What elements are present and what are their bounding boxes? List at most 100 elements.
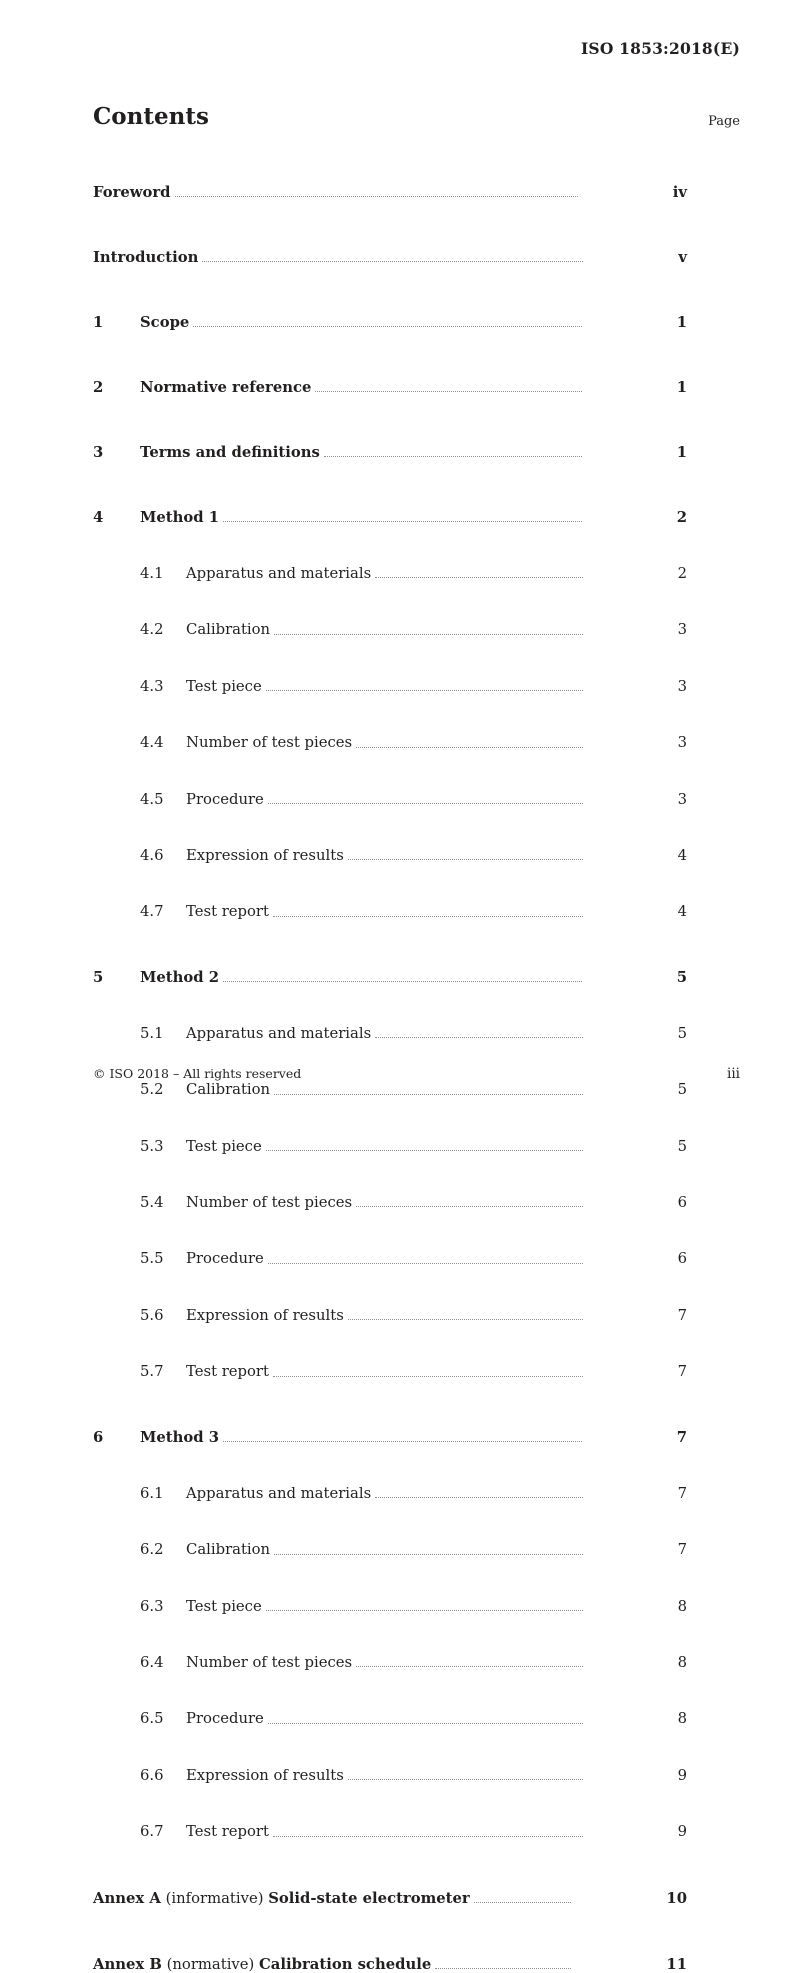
contents-header: Contents Page [93,104,740,130]
toc-entry-title: Method 1 [140,509,220,526]
dot-leader [272,1835,583,1837]
toc-entry-title: Test piece [186,1597,262,1615]
toc-entry-number: 6.6 [140,1766,164,1784]
toc-row: 6.5 Procedure 8 [93,1671,740,1727]
toc-entry-number: 5.7 [140,1363,164,1381]
toc-entry-page: 3 [677,734,687,752]
toc-entry-title: Procedure [186,790,264,808]
toc-row: 4.6 Expression of results 4 [93,808,740,864]
toc-entry-page: 2 [676,509,687,526]
toc-entry-page: 6 [677,1250,687,1268]
toc-entry-page: 3 [677,677,687,695]
toc-entry-number: 1 [93,314,104,331]
dot-leader [473,1901,572,1903]
toc-entry-number: 4.3 [140,677,164,695]
toc-entry-title: Apparatus and materials [186,1024,372,1042]
toc-entry-page: 11 [666,1955,687,1973]
toc-entry-title: Method 3 [140,1428,220,1446]
toc-entry-number: 5.5 [140,1250,164,1268]
toc-entry-number: 6.5 [140,1710,164,1728]
toc-entry-page: 5 [677,1137,687,1155]
dot-leader [375,1497,583,1499]
toc-entry-page: iv [672,184,687,201]
toc-entry-number: 4.2 [140,621,164,639]
toc-entry-number: 5.6 [140,1306,164,1324]
toc-row: 3 Terms and definitions 1 [93,404,740,461]
toc-row: 5.2 Calibration 5 [93,1042,740,1098]
toc-entry-title: Introduction [93,249,199,266]
folio-page-number: iii [727,1066,740,1082]
dot-leader [375,1037,583,1039]
dot-leader [274,1093,583,1095]
toc-row: 5.6 Expression of results 7 [93,1268,740,1324]
toc-row: 5.3 Test piece 5 [93,1099,740,1155]
document-reference: ISO 1853:2018(E) [580,39,740,58]
toc-entry-number: 6.2 [140,1541,164,1559]
toc-row: 6.4 Number of test pieces 8 [93,1615,740,1671]
toc-entry-title: Test piece [186,1137,262,1155]
toc-entry-number: 6.4 [140,1653,164,1671]
toc-entry-page: 7 [676,1428,687,1446]
toc-entry-title: Expression of results [186,1306,344,1324]
dot-leader [356,1666,583,1668]
toc-row: 4.5 Procedure 3 [93,752,740,808]
toc-entry-page: 8 [677,1710,687,1728]
toc-row: 5 Method 2 5 [93,929,740,986]
toc-entry-title: Test piece [186,677,262,695]
dot-leader [267,1262,583,1264]
toc-entry-title: Test report [186,1823,269,1841]
toc-row: 6.2 Calibration 7 [93,1502,740,1558]
toc-entry-title: Test report [186,1363,269,1381]
dot-leader [272,915,583,917]
toc-row: 6 Method 3 7 [93,1389,740,1446]
toc-entry-page: 9 [677,1766,687,1784]
toc-row: 4.4 Number of test pieces 3 [93,695,740,751]
toc-entry-number: 6.1 [140,1484,164,1502]
dot-leader [347,1779,583,1781]
toc-entry-number: 6 [93,1428,104,1446]
dot-leader [223,1440,582,1442]
dot-leader [272,1375,583,1377]
toc-entry-title: Apparatus and materials [186,1484,372,1502]
toc-entry-page: 4 [677,903,687,921]
toc-entry-page: 5 [677,1081,687,1099]
dot-leader [267,803,583,805]
toc-entry-title: Calibration [186,621,271,639]
toc-entry-page: 7 [677,1306,687,1324]
toc-entry-page: 7 [677,1484,687,1502]
toc-row: 5.7 Test report 7 [93,1324,740,1380]
dot-leader [193,326,582,327]
toc-entry-page: 8 [677,1653,687,1671]
toc-list: Foreword iv Introduction v 1 Scope 1 2 Normative… [93,144,740,1973]
toc-entry-title: Number of test pieces [186,1194,353,1212]
toc-entry-page: 3 [677,790,687,808]
toc-entry-title: Test report [186,903,269,921]
toc-row: 6.3 Test piece 8 [93,1559,740,1615]
toc-entry-page: v [678,249,687,266]
toc-entry-page: 1 [676,314,687,331]
toc-entry-number: 6.7 [140,1823,164,1841]
toc-row: Introduction v [93,209,740,266]
dot-leader [202,261,584,262]
toc-entry-page: 3 [677,621,687,639]
toc-entry-title: Terms and definitions [140,444,320,461]
dot-leader [265,1150,583,1152]
toc-entry-title: Scope [140,314,190,331]
page-title: Contents [93,103,209,130]
toc-entry-title: Number of test pieces [186,734,353,752]
toc-entry-title: Calibration [186,1081,271,1099]
toc-entry-page: 2 [677,565,687,582]
dot-leader [347,1319,583,1321]
toc-entry-title: Expression of results [186,1766,344,1784]
toc-row: 4.7 Test report 4 [93,864,740,921]
toc-entry-title: Number of test pieces [186,1653,353,1671]
toc-entry-title: Calibration [186,1541,271,1559]
dot-leader [265,1609,583,1611]
toc-entry-title: Method 2 [140,968,220,986]
toc-row: Annex B (normative) Calibration schedule… [93,1916,740,1973]
toc-entry-number: 5.4 [140,1194,164,1212]
toc-entry-page: 8 [677,1597,687,1615]
toc-row: 4 Method 1 2 [93,469,740,526]
toc-entry-page: 7 [677,1363,687,1381]
